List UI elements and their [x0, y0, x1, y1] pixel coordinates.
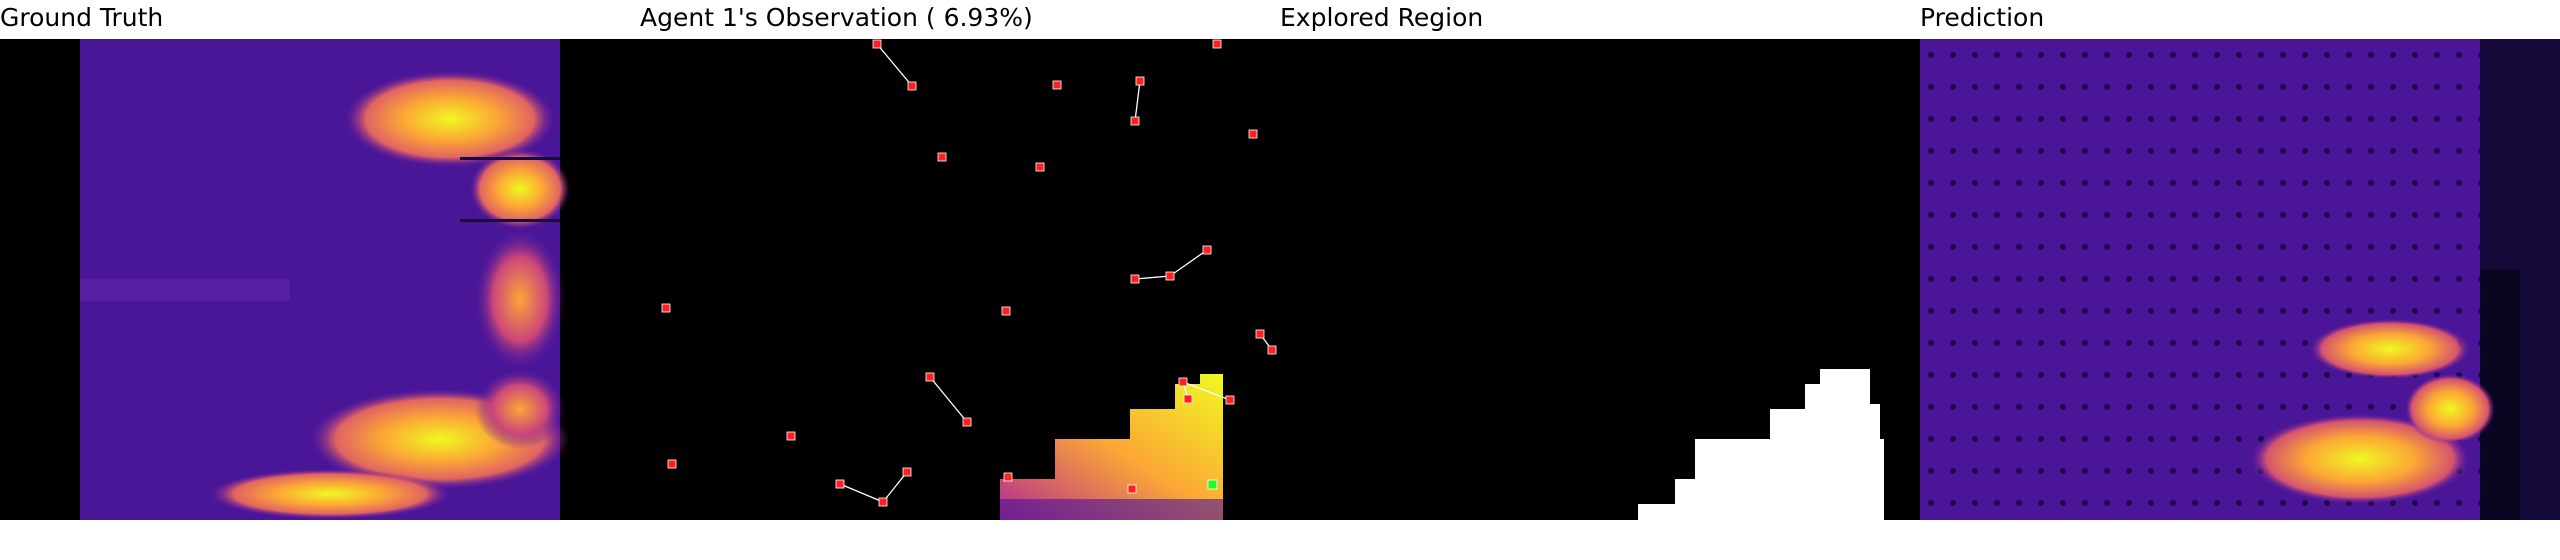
- agent-marker: [786, 431, 796, 441]
- agent-marker: [907, 81, 917, 91]
- agent-marker: [925, 372, 935, 382]
- agent-marker: [1165, 271, 1175, 281]
- agent-marker: [1178, 377, 1188, 387]
- agent-marker: [1212, 39, 1222, 49]
- agent-marker: [667, 459, 677, 469]
- agent-marker: [1135, 76, 1145, 86]
- agent-marker: [872, 39, 882, 49]
- agent-marker: [937, 152, 947, 162]
- prediction-title: Prediction: [1920, 3, 2045, 32]
- explored-region-panel: [1280, 39, 1920, 520]
- agent-marker: [1130, 116, 1140, 126]
- agent-marker: [1248, 129, 1258, 139]
- explored-region-title: Explored Region: [1280, 3, 1484, 32]
- agent-marker: [878, 497, 888, 507]
- active-agent-marker: [1207, 479, 1218, 490]
- agent-marker: [1035, 162, 1045, 172]
- prediction-heatmap: [1920, 39, 2560, 520]
- observed-heatmap-region: [1000, 374, 1223, 520]
- agent-marker: [1127, 484, 1137, 494]
- observation-panel: [640, 39, 1280, 520]
- agent-marker: [835, 479, 845, 489]
- agent-marker: [1267, 345, 1277, 355]
- agent-marker: [1001, 306, 1011, 316]
- agent-paths: [839, 43, 1273, 503]
- agent-marker: [1052, 80, 1062, 90]
- agent-marker: [1202, 245, 1212, 255]
- ground-truth-title: Ground Truth: [0, 3, 164, 32]
- agent-marker: [1225, 395, 1235, 405]
- agent-marker: [661, 303, 671, 313]
- agent-marker: [1255, 329, 1265, 339]
- explored-area: [1638, 369, 1884, 520]
- agent-marker: [1003, 472, 1013, 482]
- ground-truth-heatmap: [0, 39, 640, 520]
- agent-marker: [1130, 274, 1140, 284]
- observation-title: Agent 1's Observation ( 6.93%): [640, 3, 1033, 32]
- agent-marker: [1183, 394, 1193, 404]
- agent-marker: [962, 417, 972, 427]
- agent-markers: [661, 39, 1277, 507]
- agent-marker: [902, 467, 912, 477]
